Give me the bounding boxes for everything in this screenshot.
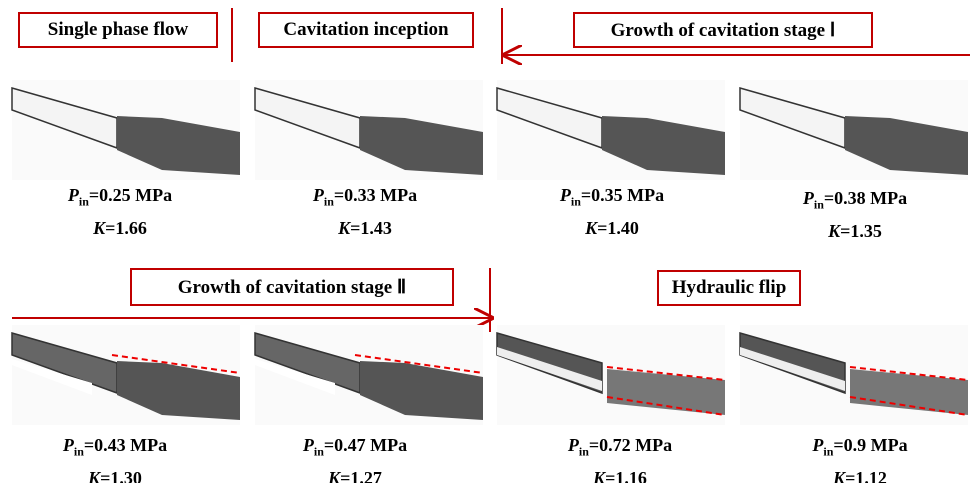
symbol: P	[812, 435, 823, 455]
stage-label: Single phase flow	[18, 12, 218, 48]
symbol: P	[303, 435, 314, 455]
symbol: K	[585, 218, 597, 238]
pressure-value: =0.38 MPa	[824, 188, 907, 208]
stage-label: Growth of cavitation stage Ⅱ	[130, 268, 454, 306]
symbol: K	[593, 468, 605, 483]
symbol: P	[560, 185, 571, 205]
pressure-value: =0.9 MPa	[833, 435, 907, 455]
pressure-line: Pin=0.47 MPa	[255, 432, 455, 465]
symbol: P	[68, 185, 79, 205]
pressure-value: =0.43 MPa	[84, 435, 167, 455]
subscript: in	[74, 445, 84, 459]
symbol: K	[328, 468, 340, 483]
ratio-value: =1.12	[845, 468, 887, 483]
subscript: in	[314, 445, 324, 459]
subscript: in	[823, 445, 833, 459]
symbol: P	[568, 435, 579, 455]
pressure-value: =0.47 MPa	[324, 435, 407, 455]
ratio-value: =1.16	[605, 468, 647, 483]
pressure-value: =0.35 MPa	[581, 185, 664, 205]
figure: Single phase flow Cavitation inception G…	[0, 0, 972, 483]
symbol: P	[63, 435, 74, 455]
ratio-line: K=1.40	[512, 215, 712, 241]
pressure-line: Pin=0.33 MPa	[265, 182, 465, 215]
subscript: in	[324, 195, 334, 209]
pressure-line: Pin=0.9 MPa	[760, 432, 960, 465]
symbol: P	[803, 188, 814, 208]
stage-label: Hydraulic flip	[657, 270, 801, 306]
ratio-line: K=1.43	[265, 215, 465, 241]
subscript: in	[814, 198, 824, 212]
ratio-value: =1.27	[340, 468, 382, 483]
subscript: in	[571, 195, 581, 209]
ratio-line: K=1.12	[760, 465, 960, 483]
ratio-value: =1.40	[597, 218, 639, 238]
pressure-value: =0.33 MPa	[334, 185, 417, 205]
symbol: K	[833, 468, 845, 483]
stage-label: Cavitation inception	[258, 12, 474, 48]
symbol: K	[93, 218, 105, 238]
ratio-line: K=1.27	[255, 465, 455, 483]
pressure-line: Pin=0.43 MPa	[15, 432, 215, 465]
symbol: K	[828, 221, 840, 241]
symbol: K	[88, 468, 100, 483]
symbol: K	[338, 218, 350, 238]
ratio-value: =1.66	[105, 218, 147, 238]
pressure-line: Pin=0.25 MPa	[20, 182, 220, 215]
ratio-line: K=1.30	[15, 465, 215, 483]
pressure-value: =0.72 MPa	[589, 435, 672, 455]
subscript: in	[579, 445, 589, 459]
symbol: P	[313, 185, 324, 205]
pressure-line: Pin=0.38 MPa	[755, 185, 955, 218]
pressure-line: Pin=0.35 MPa	[512, 182, 712, 215]
ratio-value: =1.30	[100, 468, 142, 483]
ratio-value: =1.35	[840, 221, 882, 241]
stage-label: Growth of cavitation stage Ⅰ	[573, 12, 873, 48]
ratio-value: =1.43	[350, 218, 392, 238]
ratio-line: K=1.35	[755, 218, 955, 244]
pressure-value: =0.25 MPa	[89, 185, 172, 205]
ratio-line: K=1.66	[20, 215, 220, 241]
ratio-line: K=1.16	[520, 465, 720, 483]
subscript: in	[79, 195, 89, 209]
pressure-line: Pin=0.72 MPa	[520, 432, 720, 465]
